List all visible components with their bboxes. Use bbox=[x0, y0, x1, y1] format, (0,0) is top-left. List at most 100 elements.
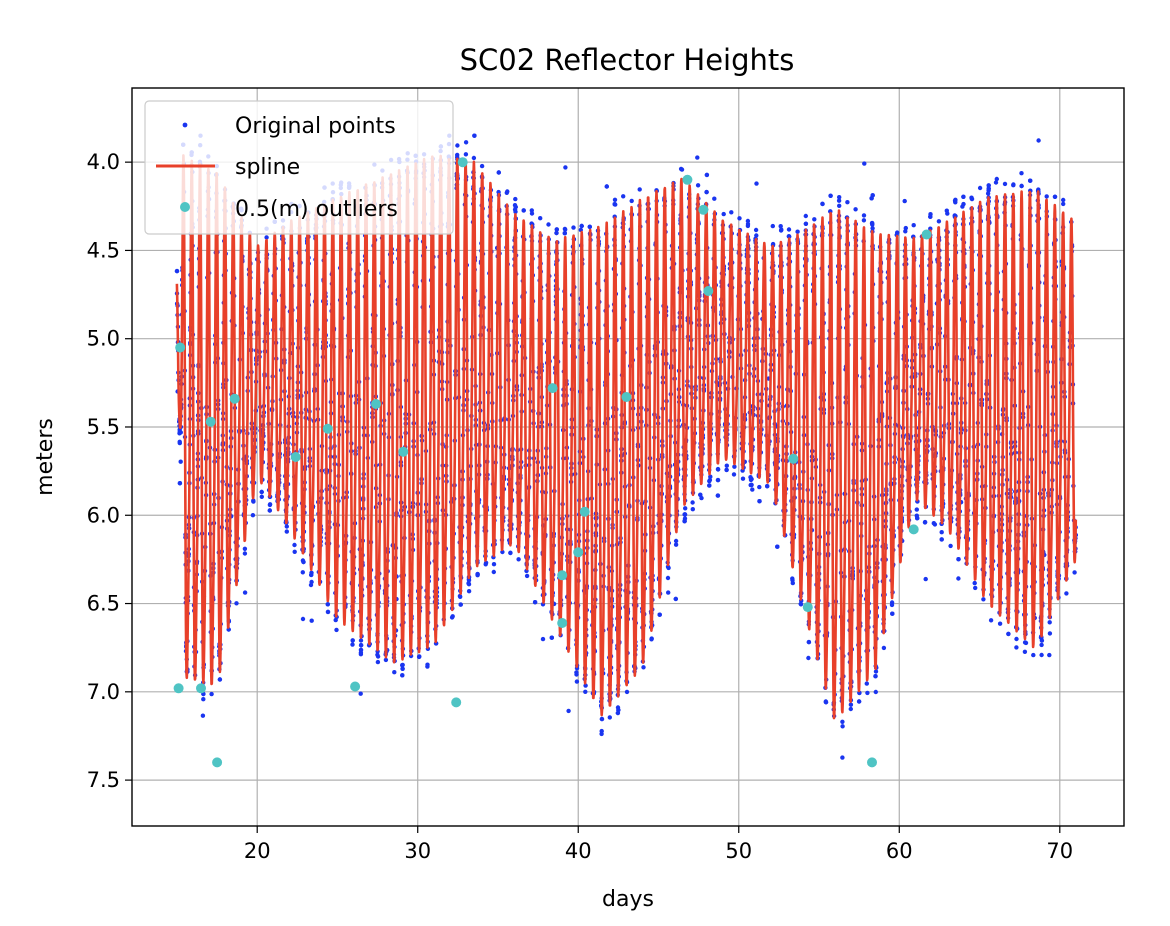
data-point bbox=[308, 582, 314, 588]
data-point bbox=[284, 524, 289, 529]
data-point bbox=[309, 572, 314, 578]
data-point bbox=[621, 194, 626, 199]
data-point bbox=[375, 659, 381, 665]
data-point bbox=[673, 596, 678, 602]
data-point bbox=[500, 549, 505, 555]
data-point bbox=[566, 708, 571, 714]
data-point bbox=[516, 557, 521, 562]
data-point bbox=[491, 569, 496, 575]
data-point bbox=[721, 211, 726, 217]
data-point bbox=[731, 472, 737, 477]
data-point bbox=[300, 570, 305, 575]
data-point bbox=[242, 551, 248, 556]
data-point bbox=[981, 597, 986, 602]
data-point bbox=[309, 618, 314, 623]
data-point bbox=[972, 580, 977, 586]
data-point bbox=[704, 172, 710, 178]
data-point bbox=[715, 493, 721, 498]
data-point bbox=[754, 181, 759, 186]
data-point bbox=[334, 627, 339, 633]
data-point bbox=[177, 439, 182, 444]
data-point bbox=[1019, 171, 1024, 176]
data-point bbox=[740, 476, 746, 481]
data-point bbox=[712, 196, 717, 201]
data-point bbox=[790, 580, 795, 586]
data-point bbox=[695, 183, 701, 188]
data-point bbox=[425, 662, 430, 667]
data-point bbox=[952, 198, 958, 203]
data-point bbox=[546, 222, 551, 227]
data-point bbox=[757, 499, 762, 504]
data-point bbox=[472, 133, 477, 138]
data-point bbox=[724, 463, 729, 468]
data-point bbox=[1022, 640, 1028, 645]
data-point bbox=[612, 202, 617, 207]
data-point bbox=[682, 512, 688, 517]
data-point bbox=[753, 227, 759, 233]
data-point bbox=[939, 537, 944, 542]
data-point bbox=[466, 589, 472, 594]
data-point bbox=[217, 677, 223, 682]
data-point bbox=[571, 225, 576, 230]
data-point bbox=[988, 618, 994, 623]
data-point bbox=[985, 191, 991, 196]
data-point bbox=[1031, 652, 1036, 658]
data-point bbox=[737, 216, 742, 221]
data-point bbox=[961, 201, 966, 207]
data-point bbox=[416, 654, 422, 660]
data-point bbox=[961, 194, 966, 199]
data-point bbox=[786, 227, 792, 232]
data-point bbox=[292, 549, 297, 554]
data-point bbox=[1014, 636, 1019, 642]
data-point bbox=[392, 670, 397, 675]
data-point bbox=[977, 185, 983, 191]
data-point bbox=[1039, 638, 1045, 643]
data-point bbox=[234, 601, 239, 606]
data-point bbox=[479, 163, 485, 169]
data-point bbox=[1039, 652, 1044, 658]
data-point bbox=[574, 672, 579, 677]
data-point bbox=[806, 655, 811, 661]
data-point bbox=[748, 475, 753, 480]
data-point bbox=[242, 546, 248, 551]
data-point bbox=[375, 652, 380, 657]
data-point bbox=[707, 478, 712, 484]
data-point bbox=[836, 198, 842, 203]
data-point bbox=[948, 543, 953, 549]
data-point bbox=[865, 690, 870, 696]
data-point bbox=[579, 223, 584, 229]
data-point bbox=[1036, 138, 1041, 143]
data-point bbox=[583, 689, 588, 694]
data-point bbox=[682, 519, 687, 524]
data-point bbox=[922, 520, 928, 525]
data-point bbox=[358, 643, 364, 648]
data-point bbox=[707, 483, 712, 488]
data-point bbox=[259, 489, 264, 495]
data-point bbox=[209, 691, 214, 697]
data-point bbox=[903, 225, 908, 231]
data-point bbox=[624, 689, 630, 695]
data-point bbox=[284, 529, 289, 534]
data-point bbox=[504, 190, 509, 195]
data-point bbox=[1047, 652, 1052, 658]
data-point bbox=[629, 198, 634, 204]
data-point bbox=[475, 571, 480, 577]
data-point bbox=[820, 201, 825, 206]
data-point bbox=[881, 645, 887, 651]
data-point bbox=[540, 636, 546, 642]
data-point bbox=[1047, 631, 1053, 636]
data-point bbox=[267, 502, 273, 507]
data-point bbox=[491, 562, 497, 567]
data-point bbox=[177, 481, 183, 486]
data-point bbox=[936, 219, 942, 224]
data-point bbox=[750, 487, 755, 492]
data-point bbox=[715, 467, 721, 472]
data-point bbox=[757, 484, 762, 490]
data-point bbox=[250, 513, 256, 518]
data-point bbox=[864, 681, 869, 686]
data-point bbox=[698, 492, 703, 497]
data-point bbox=[637, 187, 642, 192]
data-point bbox=[1047, 620, 1052, 625]
data-point bbox=[358, 638, 364, 643]
